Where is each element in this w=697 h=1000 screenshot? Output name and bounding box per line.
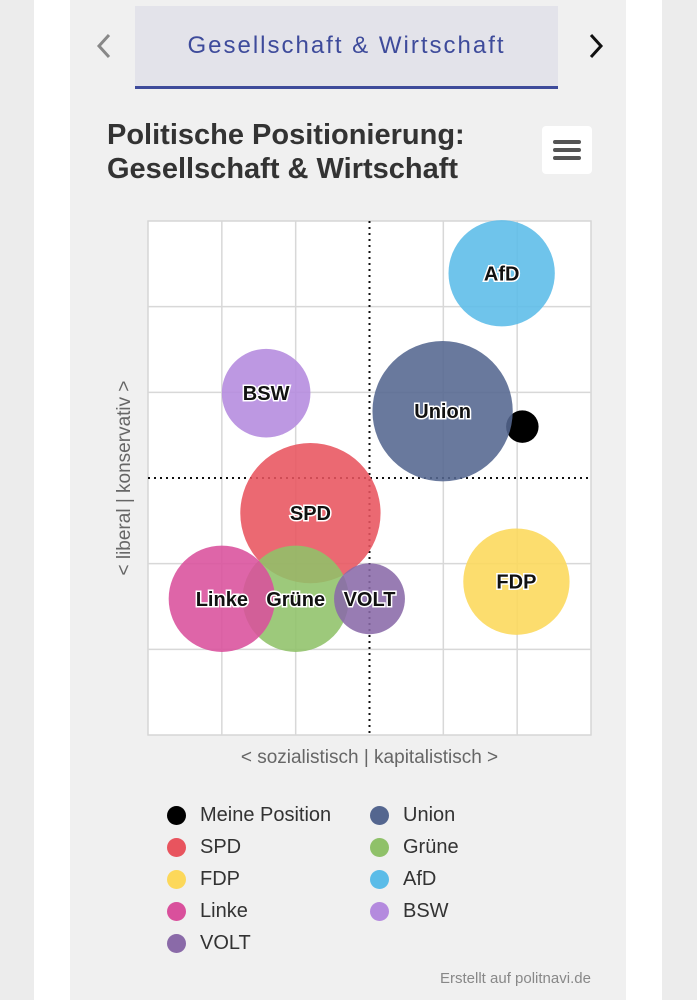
point-linke	[168, 545, 275, 652]
point-volt	[334, 563, 405, 635]
legend-marker	[167, 933, 186, 953]
legend-item-spd[interactable]: SPD	[165, 834, 241, 860]
legend-marker	[167, 901, 186, 921]
credit-text: Erstellt auf politnavi.de	[440, 970, 591, 987]
legend-label: Meine Position	[200, 803, 332, 826]
legend-marker	[370, 869, 389, 889]
legend-item-linke[interactable]: Linke	[165, 898, 248, 924]
legend-item-volt[interactable]: VOLT	[165, 930, 251, 956]
point-afd	[448, 220, 555, 327]
legend-label: FDP	[200, 867, 240, 890]
chevron-left-icon	[96, 33, 111, 59]
hamburger-menu-icon	[553, 140, 581, 160]
legend-marker	[167, 837, 186, 857]
legend-marker	[167, 805, 186, 825]
legend-label: Grüne	[403, 835, 459, 858]
legend-marker	[370, 805, 389, 825]
data-label-union: Union	[414, 401, 471, 423]
legend-label: VOLT	[200, 931, 251, 954]
data-label-fdp: FDP	[496, 572, 536, 594]
point-union	[372, 341, 513, 482]
point-bsw	[221, 348, 311, 438]
legend-label: BSW	[403, 899, 449, 922]
legend-label: SPD	[200, 835, 242, 858]
x-axis-label: < sozialistisch | kapitalistisch >	[241, 747, 498, 768]
next-button[interactable]	[576, 26, 616, 66]
legend-label: Union	[403, 803, 456, 826]
legend-item-grüne[interactable]: Grüne	[368, 834, 459, 860]
chart-title: Politische Positionierung: Gesellschaft …	[107, 118, 527, 186]
chart-title-line1: Politische Positionierung:	[107, 119, 465, 151]
legend-item-meine-position[interactable]: Meine Position	[165, 802, 331, 828]
legend-marker	[167, 869, 186, 889]
data-label-afd: AfD	[484, 263, 520, 285]
point-grüne	[242, 545, 349, 652]
legend-item-fdp[interactable]: FDP	[165, 866, 240, 892]
data-label-bsw: BSW	[243, 383, 290, 405]
legend-label: Linke	[200, 899, 248, 922]
chevron-right-icon	[589, 33, 604, 59]
legend-label: AfD	[403, 867, 437, 890]
chart-menu-button[interactable]	[542, 126, 592, 174]
legend-marker	[370, 837, 389, 857]
legend-marker	[370, 901, 389, 921]
y-axis-label: < liberal | konservativ >	[114, 380, 135, 575]
point-spd	[240, 442, 381, 584]
point-meine-position	[506, 410, 539, 443]
chart-title-line2: Gesellschaft & Wirtschaft	[107, 153, 459, 185]
scatter-plot: Union SPD Grüne FDP AfD Linke BSW VOLT < soziali…	[114, 220, 592, 768]
legend-item-bsw[interactable]: BSW	[368, 898, 449, 924]
data-label-grüne: Grüne	[266, 589, 325, 611]
legend-item-afd[interactable]: AfD	[368, 866, 436, 892]
point-fdp	[463, 528, 570, 635]
legend-item-union[interactable]: Union	[368, 802, 455, 828]
tab-gesellschaft-wirtschaft[interactable]: Gesellschaft & Wirtschaft	[135, 6, 558, 89]
data-label-volt: VOLT	[344, 589, 396, 611]
data-label-spd: SPD	[290, 503, 331, 525]
previous-button[interactable]	[86, 26, 122, 66]
data-label-linke: Linke	[196, 589, 248, 611]
